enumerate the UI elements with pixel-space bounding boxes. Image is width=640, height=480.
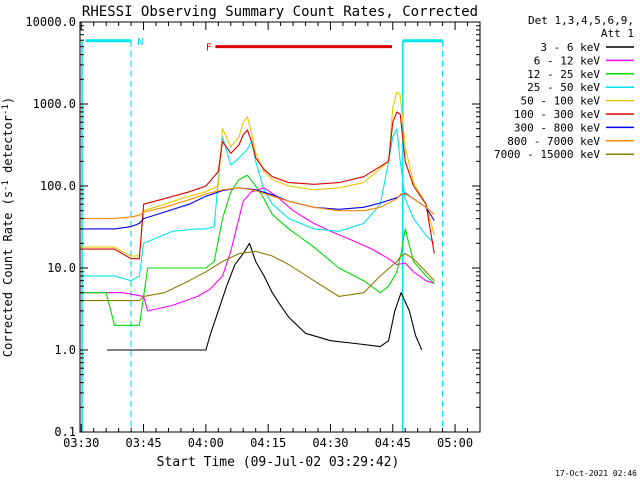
- legend-entry: 100 - 300 keV: [514, 108, 634, 121]
- legend-entry: 50 - 100 keV: [521, 95, 634, 108]
- x-tick-label: 03:45: [125, 436, 161, 450]
- plot-area: N F 03:30 03:45 04:00 04:15 04:30 04:45 05:00 0.1…: [25, 15, 481, 450]
- legend-header-detectors: Det 1,3,4,5,6,9,: [528, 14, 634, 27]
- legend-entry-label: 25 - 50 keV: [527, 81, 600, 94]
- legend-entry-label: 6 - 12 keV: [534, 54, 601, 67]
- y-tick-label: 1000.0: [33, 97, 76, 111]
- x-axis-label: Start Time (09-Jul-02 03:29:42): [157, 455, 400, 470]
- y-axis-label-end: ): [1, 97, 15, 104]
- legend-entry: 3 - 6 keV: [540, 41, 634, 54]
- flare-label: F: [206, 43, 212, 54]
- plot-frame: [79, 21, 481, 433]
- legend-entry: 800 - 7000 keV: [507, 135, 634, 148]
- y-tick-label: 100.0: [40, 179, 76, 193]
- legend-entry: 6 - 12 keV: [534, 54, 634, 67]
- legend-entry: 12 - 25 keV: [527, 68, 634, 81]
- legend-entry-label: 800 - 7000 keV: [507, 135, 600, 148]
- saa-label: N: [137, 37, 143, 48]
- series-line-4: [80, 128, 435, 282]
- y-tick-label: 10000.0: [25, 15, 76, 29]
- legend-entry-label: 300 - 800 keV: [514, 121, 600, 134]
- legend-entry-label: 7000 - 15000 keV: [494, 148, 600, 161]
- x-tick-label: 04:30: [312, 436, 348, 450]
- series-line-9: [80, 250, 435, 302]
- svg-text:Corrected Count Rate (s-1 dete: Corrected Count Rate (s-1 detector-1): [1, 97, 15, 357]
- y-axis-label-mid: detector: [1, 115, 15, 180]
- legend-entry-label: 50 - 100 keV: [521, 95, 601, 108]
- x-tick-label: 05:00: [437, 436, 473, 450]
- y-axis-label-main: Corrected Count Rate (s: [1, 191, 15, 357]
- series-line-1: [107, 242, 423, 351]
- chart-title: RHESSI Observing Summary Count Rates, Co…: [82, 4, 478, 20]
- y-axis-label-sup1: -1: [1, 180, 11, 191]
- legend-header-attenuator: Att 1: [601, 27, 634, 40]
- legend-entry-label: 3 - 6 keV: [540, 41, 600, 54]
- series-line-6: [80, 111, 435, 260]
- legend-entry: 25 - 50 keV: [527, 81, 634, 94]
- x-tick-label: 04:45: [375, 436, 411, 450]
- x-tick-label: 04:00: [188, 436, 224, 450]
- y-tick-label: 10.0: [47, 261, 76, 275]
- series-line-7: [80, 187, 435, 230]
- legend-entry-label: 100 - 300 keV: [514, 108, 600, 121]
- y-tick-label: 0.1: [54, 425, 76, 439]
- legend-entry: 300 - 800 keV: [514, 121, 634, 134]
- y-axis-label: Corrected Count Rate (s-1 detector-1): [1, 97, 15, 357]
- series-line-8: [80, 187, 435, 220]
- generation-timestamp: 17-Oct-2021 02:46: [555, 469, 637, 478]
- series-line-5: [80, 91, 435, 257]
- legend-entry: 7000 - 15000 keV: [494, 148, 634, 161]
- y-axis-label-sup2: -1: [1, 104, 11, 115]
- x-tick-label: 03:30: [63, 436, 99, 450]
- x-tick-label: 04:15: [250, 436, 286, 450]
- y-tick-label: 1.0: [54, 343, 76, 357]
- legend-entry-label: 12 - 25 keV: [527, 68, 600, 81]
